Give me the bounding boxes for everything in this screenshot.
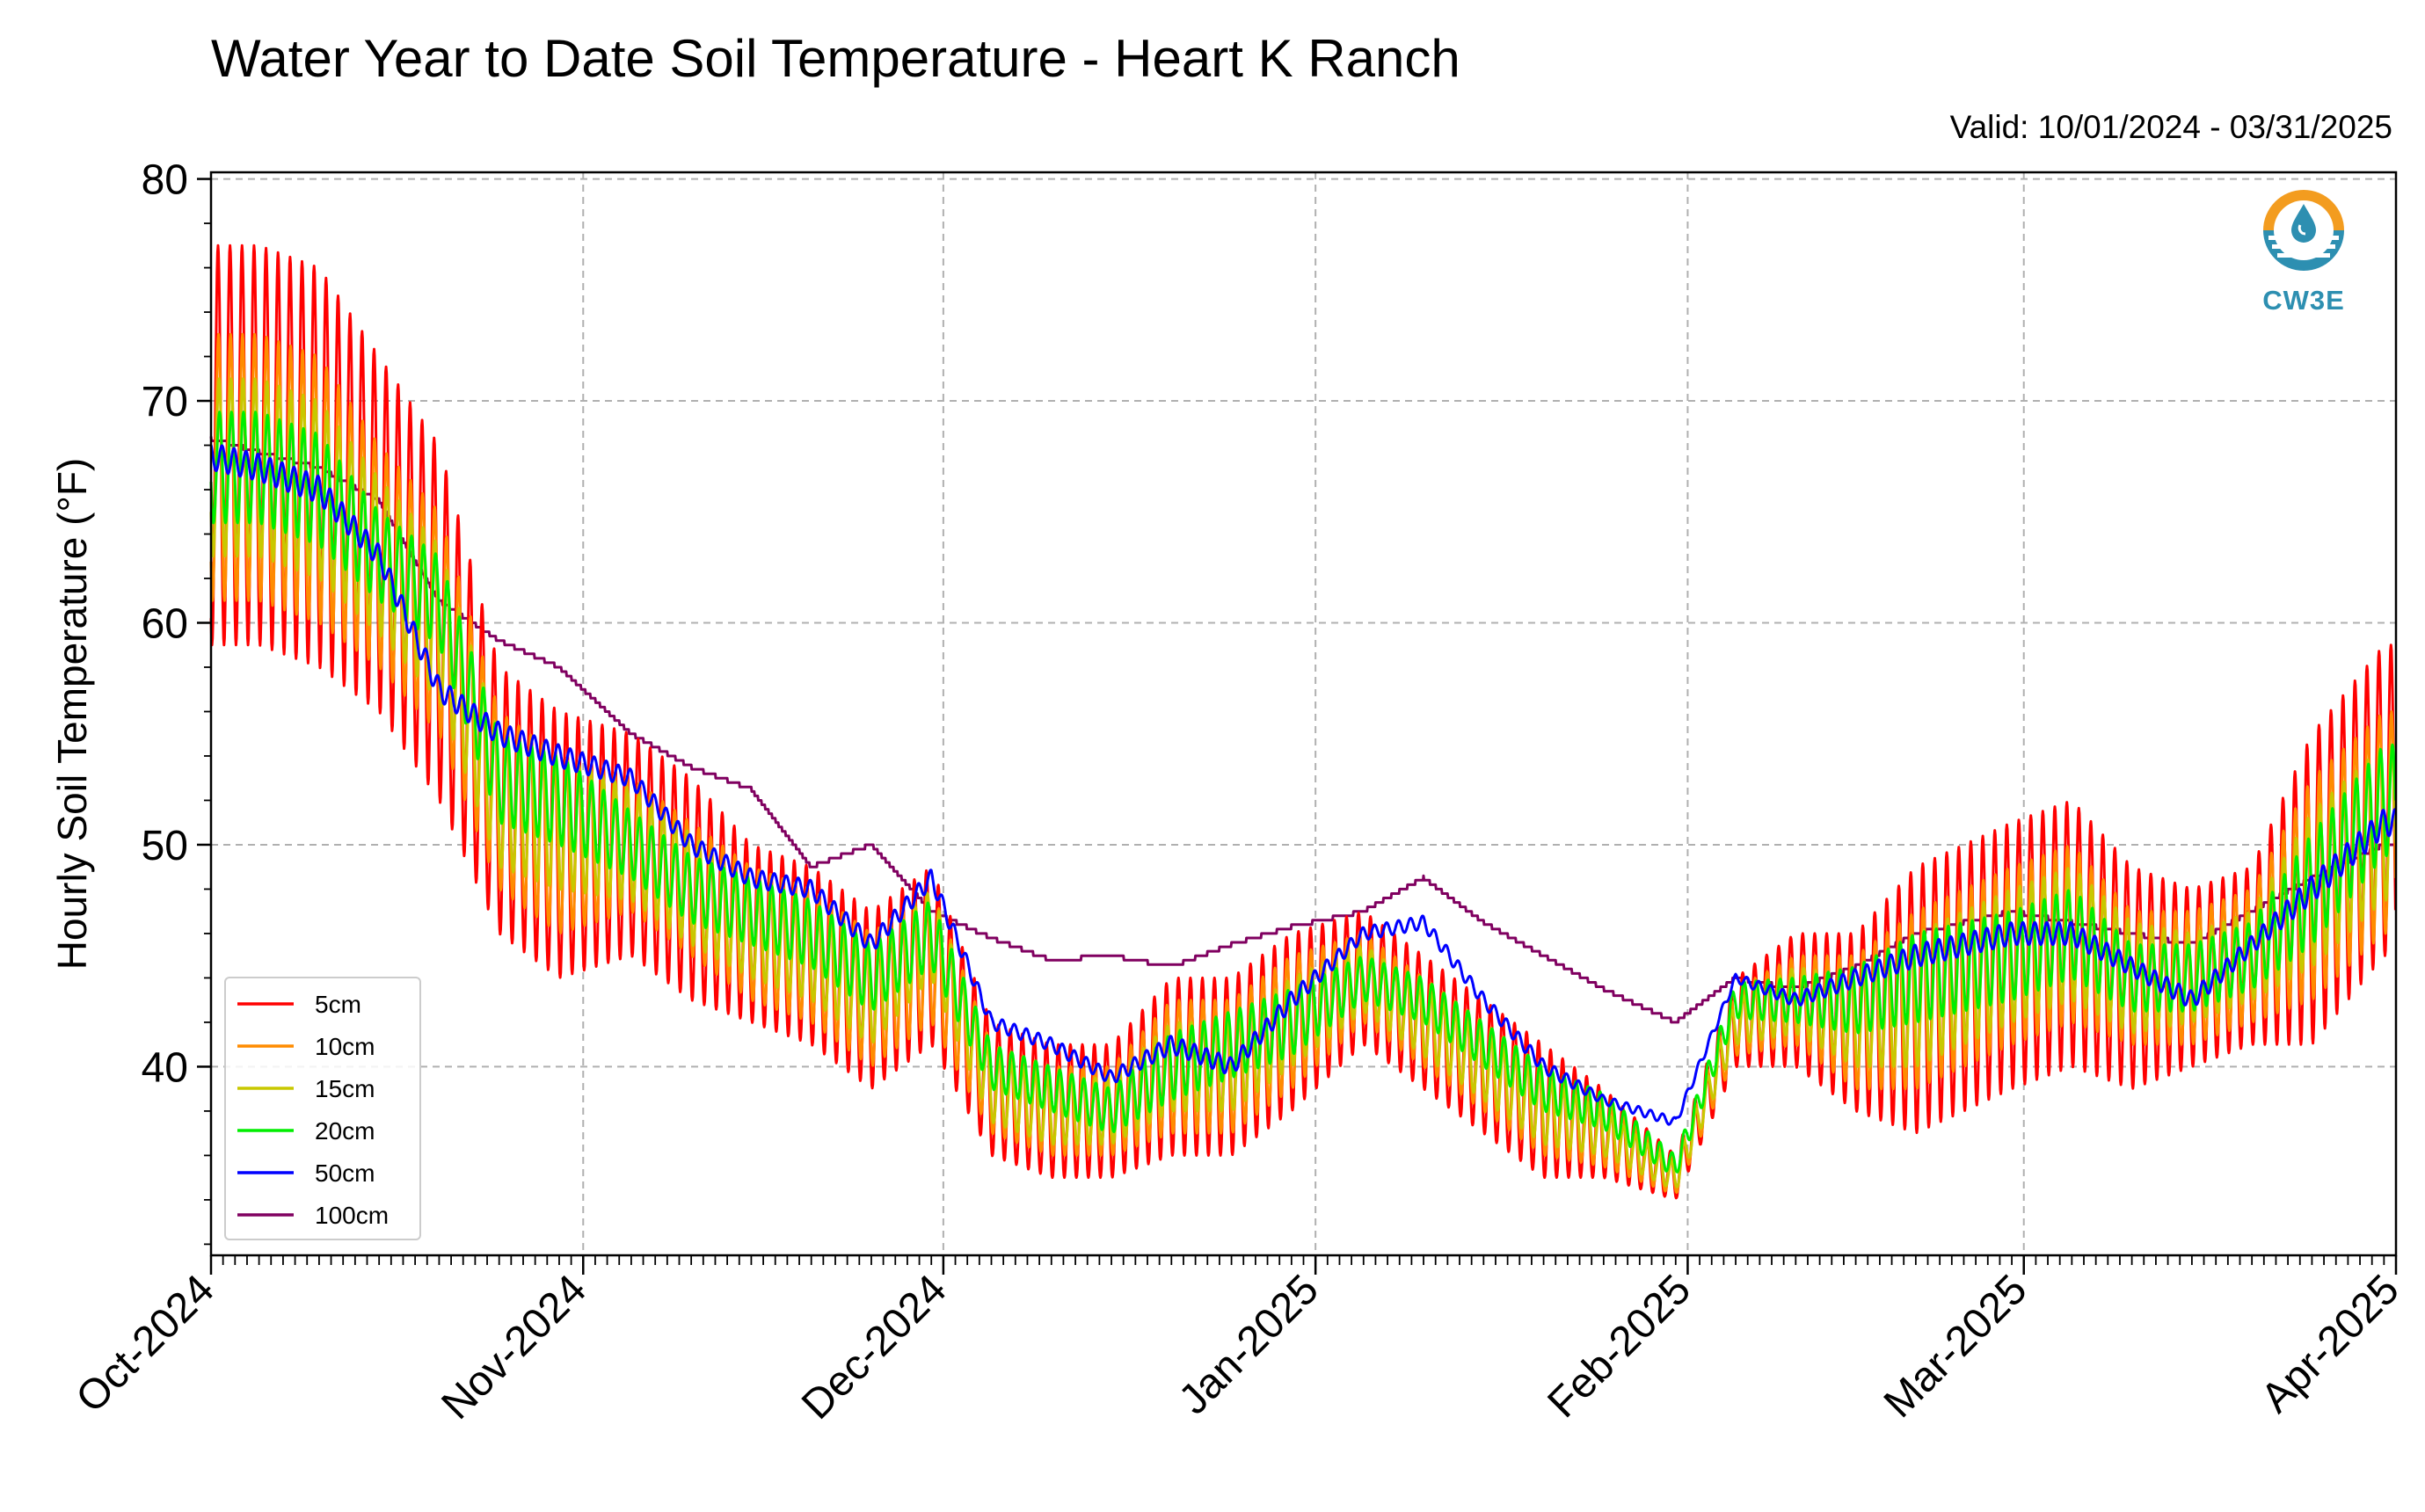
x-tick-label: Oct-2024 xyxy=(68,1266,223,1421)
legend-label-5cm: 5cm xyxy=(315,991,361,1018)
x-tick-labels: Oct-2024 Nov-2024 Dec-2024 Jan-2025 Feb-2025… xyxy=(68,1266,2408,1428)
cw3e-logo: CW3E xyxy=(2251,185,2356,325)
series-line-50cm xyxy=(209,444,2397,1126)
x-tick-label: Nov-2024 xyxy=(433,1266,595,1428)
y-tick-label: 50 xyxy=(142,823,188,869)
x-tick-label: Feb-2025 xyxy=(1539,1266,1700,1427)
y-axis-label: Hourly Soil Temperature (°F) xyxy=(49,458,95,970)
legend: 5cm 10cm 15cm 20cm 50cm 100cm xyxy=(224,977,421,1240)
x-tick-label: Apr-2025 xyxy=(2253,1266,2408,1421)
legend-label-100cm: 100cm xyxy=(315,1202,389,1229)
legend-label-20cm: 20cm xyxy=(315,1117,375,1145)
axis-ticks xyxy=(197,178,2398,1275)
y-tick-label: 80 xyxy=(142,157,188,204)
legend-label-15cm: 15cm xyxy=(315,1075,375,1102)
valid-date-range: Valid: 10/01/2024 - 03/31/2025 xyxy=(1949,109,2392,145)
y-tick-label: 70 xyxy=(142,379,188,425)
cw3e-logo-icon xyxy=(2263,190,2344,273)
y-tick-label: 40 xyxy=(142,1044,188,1091)
logo-text: CW3E xyxy=(2262,285,2345,316)
y-tick-label: 60 xyxy=(142,600,188,647)
series-line-10cm xyxy=(209,332,2397,1194)
legend-label-50cm: 50cm xyxy=(315,1159,375,1187)
x-tick-label: Mar-2025 xyxy=(1875,1266,2036,1427)
chart-title: Water Year to Date Soil Temperature - He… xyxy=(211,29,1460,88)
x-tick-label: Dec-2024 xyxy=(793,1266,956,1428)
legend-label-10cm: 10cm xyxy=(315,1033,375,1060)
y-tick-labels: 40 50 60 70 80 xyxy=(142,157,188,1092)
series-lines xyxy=(209,244,2397,1200)
x-tick-label: Jan-2025 xyxy=(1170,1266,1328,1423)
series-line-20cm xyxy=(209,411,2397,1174)
